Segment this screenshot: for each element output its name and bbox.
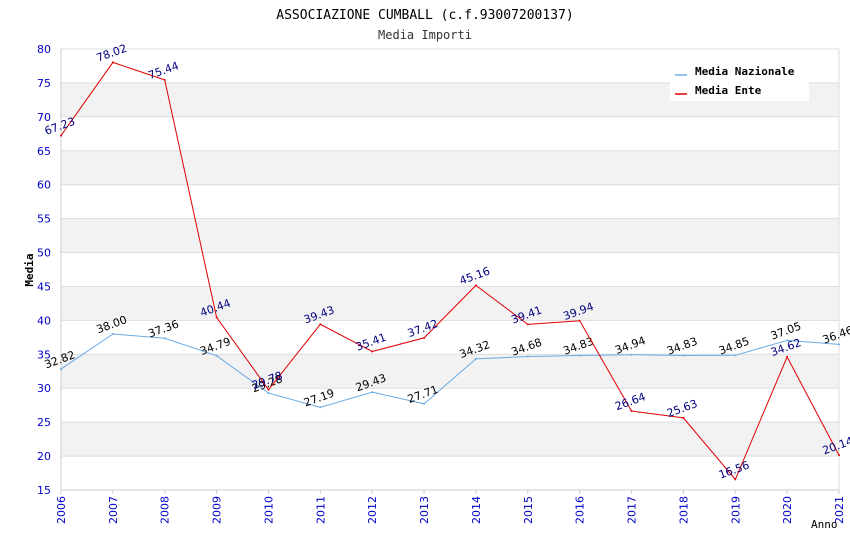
series-line-media-nazionale: [60, 333, 840, 408]
x-tick-label: 2008: [159, 496, 172, 524]
data-point: [578, 319, 581, 322]
y-tick-label: 35: [37, 348, 51, 361]
x-tick-label: 2007: [107, 496, 120, 524]
data-label: 36.46: [821, 324, 850, 347]
data-label: 25.63: [665, 397, 699, 420]
data-point: [163, 337, 166, 340]
data-label: 75.44: [147, 59, 181, 82]
x-tick-label: 2015: [522, 496, 535, 524]
data-point: [163, 78, 166, 81]
data-label: 35.41: [354, 331, 388, 354]
data-point: [474, 284, 477, 287]
data-point: [838, 454, 840, 457]
data-point: [215, 354, 218, 357]
data-point: [526, 323, 529, 326]
y-tick-label: 15: [37, 484, 51, 497]
data-point: [319, 323, 322, 326]
x-tick-label: 2009: [211, 496, 224, 524]
data-point: [267, 388, 270, 391]
y-tick-label: 75: [37, 77, 51, 90]
data-point: [786, 355, 789, 358]
y-tick-label: 25: [37, 416, 51, 429]
x-tick-label: 2019: [729, 496, 742, 524]
x-tick-label: 2014: [470, 496, 483, 524]
data-point: [423, 402, 426, 405]
data-point: [474, 357, 477, 360]
legend: Media Nazionale Media Ente: [670, 59, 809, 101]
data-point: [60, 134, 62, 137]
y-tick-label: 40: [37, 314, 51, 327]
x-tick-label: 2020: [781, 496, 794, 524]
grid-band: [61, 422, 839, 457]
data-point: [734, 478, 737, 481]
legend-label: Media Ente: [695, 84, 762, 97]
data-point: [786, 339, 789, 342]
x-tick-label: 2016: [574, 496, 587, 524]
data-point: [682, 354, 685, 357]
y-tick-label: 50: [37, 247, 51, 260]
y-tick-label: 55: [37, 213, 51, 226]
x-tick-label: 2013: [418, 496, 431, 524]
data-point: [319, 406, 322, 409]
x-tick-label: 2021: [833, 496, 846, 524]
y-tick-label: 65: [37, 145, 51, 158]
data-label: 34.94: [613, 334, 647, 357]
data-point: [60, 368, 62, 371]
x-tick-label: 2012: [366, 496, 379, 524]
series-line-media-ente: [60, 61, 840, 481]
x-tick-label: 2010: [262, 496, 275, 524]
data-point: [734, 354, 737, 357]
legend-label: Media Nazionale: [695, 65, 795, 78]
data-point: [630, 353, 633, 356]
data-point: [682, 416, 685, 419]
legend-box: [670, 59, 809, 101]
data-point: [423, 336, 426, 339]
x-tick-label: 2017: [626, 496, 639, 524]
y-tick-label: 70: [37, 111, 51, 124]
data-label: 27.19: [302, 387, 336, 410]
x-tick-label: 2018: [677, 496, 690, 524]
y-tick-label: 20: [37, 450, 51, 463]
data-point: [215, 316, 218, 319]
data-label: 78.02: [95, 42, 129, 65]
data-point: [371, 391, 374, 394]
data-point: [630, 410, 633, 413]
data-point: [111, 332, 114, 335]
data-point: [371, 350, 374, 353]
x-axis-label: Anno: [811, 518, 838, 531]
y-tick-label: 30: [37, 382, 51, 395]
data-point: [111, 61, 114, 64]
y-axis-label: Media: [23, 253, 36, 286]
y-tick-label: 45: [37, 280, 51, 293]
data-point: [578, 354, 581, 357]
y-tick-label: 80: [37, 43, 51, 56]
x-tick-label: 2006: [55, 496, 68, 524]
data-point: [267, 392, 270, 395]
data-label: 37.36: [147, 318, 181, 341]
data-point: [526, 355, 529, 358]
grid-band: [61, 286, 839, 321]
y-tick-label: 60: [37, 179, 51, 192]
chart-subtitle: Media Importi: [378, 28, 472, 42]
data-point: [838, 343, 840, 346]
x-tick-label: 2011: [314, 496, 327, 524]
grid-band: [61, 354, 839, 389]
data-label: 45.16: [458, 265, 492, 288]
chart-title: ASSOCIAZIONE CUMBALL (c.f.93007200137): [276, 8, 573, 23]
plot-area: 15 20 25 30 35 40 45 50 55 60 65 70 75 80 2006 2007 2008…: [37, 42, 850, 524]
grid-band: [61, 218, 839, 253]
grid-band: [61, 150, 839, 185]
